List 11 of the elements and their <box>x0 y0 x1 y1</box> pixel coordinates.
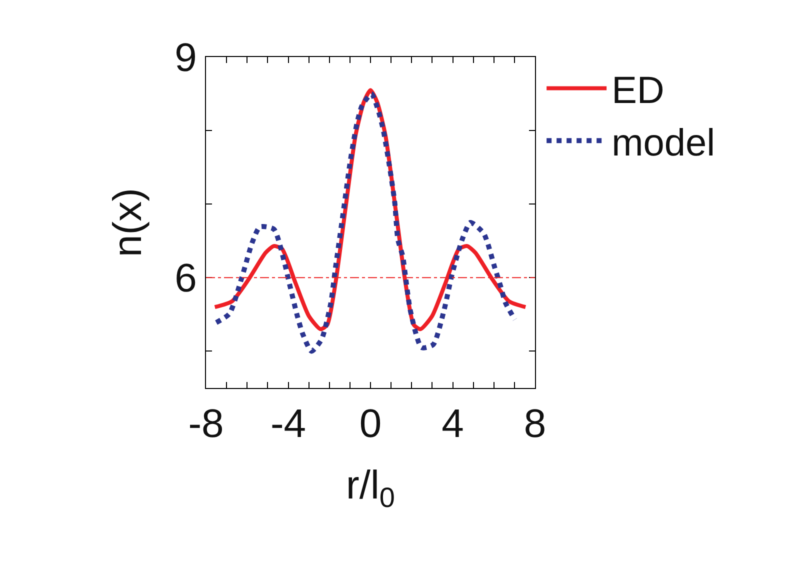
y-axis-title: n(x) <box>106 188 150 257</box>
legend-label: ED <box>612 70 664 112</box>
x-tick-label: 4 <box>442 402 464 446</box>
y-tick-label: 6 <box>174 256 197 301</box>
legend-label: model <box>612 122 716 164</box>
x-tick-label: -8 <box>188 402 224 446</box>
y-tick-label: 9 <box>174 36 197 80</box>
x-tick-label: 0 <box>359 402 382 446</box>
x-axis-title: r/l$_{0}$ <box>346 464 395 513</box>
x-tick-label: -4 <box>270 402 306 446</box>
x-tick-label: 8 <box>524 402 546 446</box>
